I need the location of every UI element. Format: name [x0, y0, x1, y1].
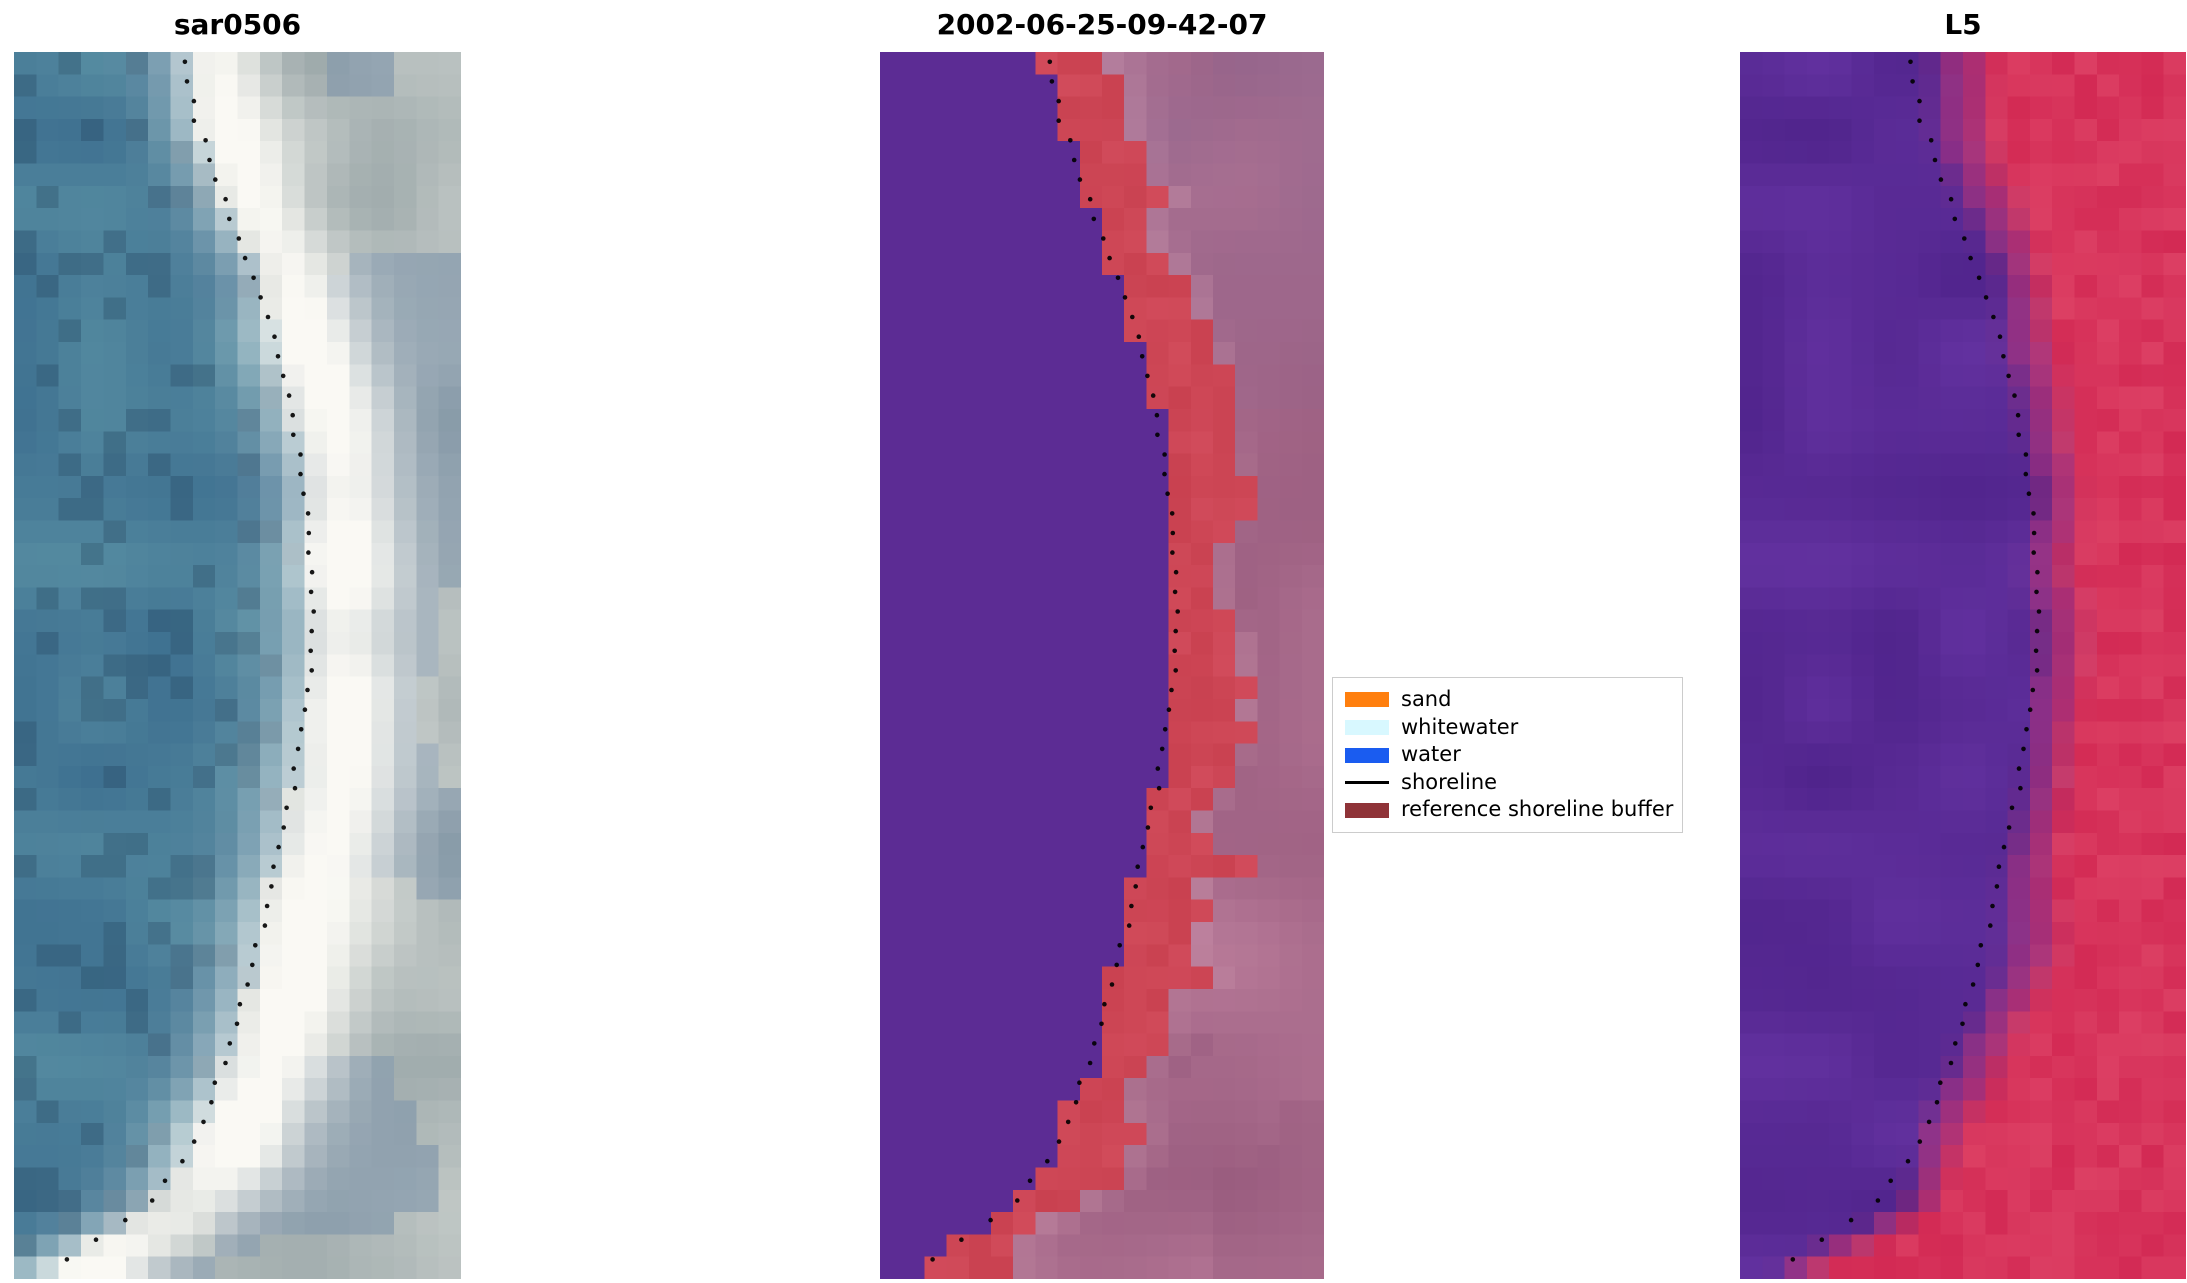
shoreline-dots-overlay [930, 59, 1180, 1262]
legend-item-water: water [1345, 743, 1670, 766]
legend-label-sand: sand [1401, 687, 1452, 712]
legend-item-shoreline: shoreline [1345, 769, 1670, 794]
water-swatch-icon [1345, 747, 1389, 763]
legend-label-whitewater: whitewater [1401, 714, 1519, 739]
panel-classified-image [880, 52, 1324, 1279]
shoreline-dots-overlay [64, 59, 317, 1262]
shoreline-line-icon [1345, 781, 1389, 785]
sar-image-canvas [14, 52, 461, 1279]
legend-item-reference-buffer: reference shoreline buffer [1345, 797, 1674, 822]
panel-sar-image [14, 52, 461, 1279]
legend-label-water: water [1401, 742, 1461, 767]
panel-l5-image [1740, 52, 2186, 1279]
reference-buffer-swatch-icon [1345, 802, 1389, 818]
legend-item-sand: sand [1345, 688, 1670, 711]
whitewater-swatch-icon [1345, 719, 1389, 735]
l5-image-canvas [1740, 52, 2186, 1279]
legend-label-shoreline: shoreline [1401, 769, 1498, 794]
classified-image-canvas [880, 52, 1324, 1279]
panel-title-sar: sar0506 [173, 8, 302, 41]
legend: sand whitewater water shoreline referenc… [1332, 677, 1683, 833]
legend-label-reference-buffer: reference shoreline buffer [1401, 797, 1674, 822]
shoreline-dots-overlay [1790, 59, 2042, 1262]
legend-item-whitewater: whitewater [1345, 714, 1670, 739]
panel-title-classified: 2002-06-25-09-42-07 [936, 8, 1268, 41]
panel-title-l5: L5 [1944, 8, 1982, 41]
sand-swatch-icon [1345, 692, 1389, 708]
